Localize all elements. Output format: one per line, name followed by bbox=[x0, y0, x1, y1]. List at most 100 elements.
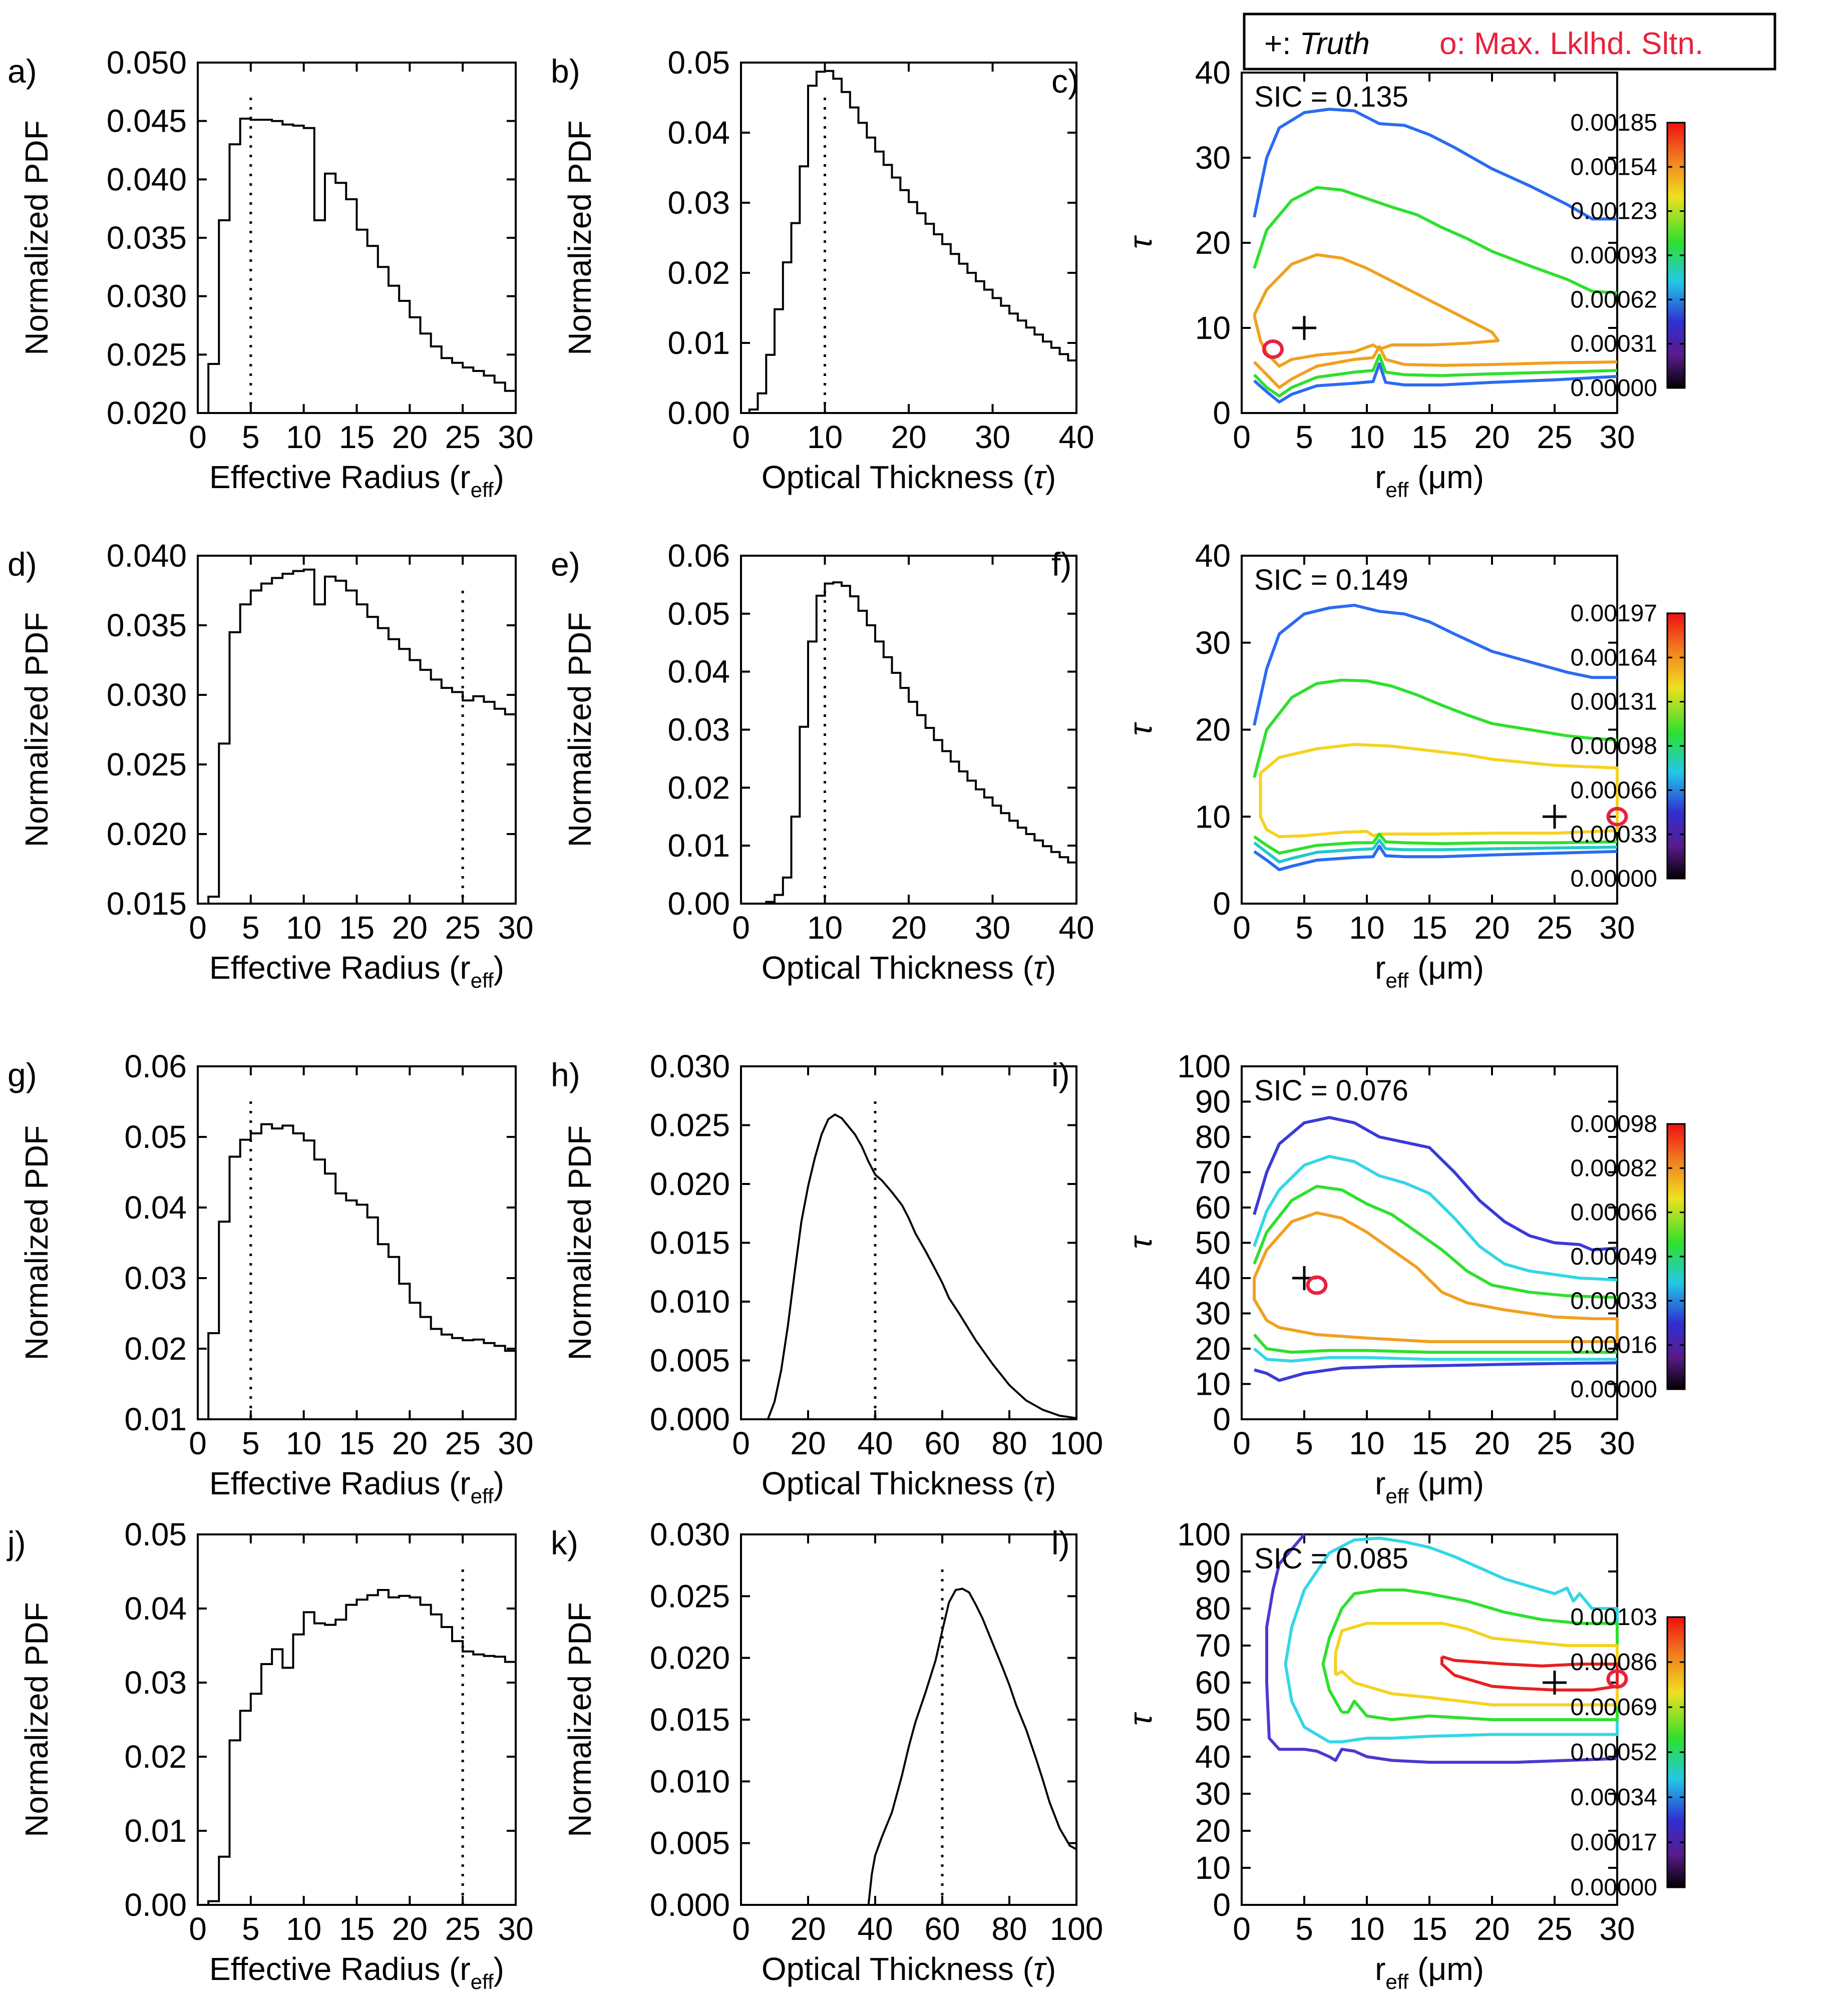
y-tick-label: 0.025 bbox=[107, 336, 187, 372]
x-tick-label: 15 bbox=[1411, 1911, 1447, 1947]
y-tick-label: 0.045 bbox=[107, 103, 187, 139]
y-tick-label: 0.05 bbox=[124, 1516, 187, 1552]
x-tick-label: 20 bbox=[1474, 910, 1510, 946]
y-tick-label: 60 bbox=[1195, 1189, 1231, 1226]
y-tick-label: 10 bbox=[1195, 798, 1231, 835]
pdf-line-b bbox=[748, 70, 1076, 413]
y-axis-label-d: Normalized PDF bbox=[19, 612, 55, 847]
contour-line-6 bbox=[1253, 845, 1618, 872]
x-tick-label: 5 bbox=[242, 1911, 260, 1947]
x-tick-label: 25 bbox=[445, 419, 481, 455]
y-tick-label: 10 bbox=[1195, 310, 1231, 346]
y-tick-label: 30 bbox=[1195, 625, 1231, 661]
x-tick-label: 20 bbox=[790, 1425, 826, 1461]
x-tick-label: 0 bbox=[732, 419, 750, 455]
x-tick-label: 100 bbox=[1050, 1911, 1103, 1947]
y-tick-label: 70 bbox=[1195, 1628, 1231, 1664]
panel-l: l)0 5 10 15 20 25 300102030405060708090100SIC … bbox=[1051, 1516, 1686, 1993]
x-tick-label: 15 bbox=[1411, 910, 1447, 946]
pdf-line-g bbox=[207, 1123, 516, 1419]
y-tick-label: 0.00 bbox=[667, 886, 730, 922]
x-axis-label-e: Optical Thickness (τ) bbox=[762, 950, 1056, 986]
y-axis-label-e: Normalized PDF bbox=[562, 612, 598, 847]
x-tick-label: 80 bbox=[991, 1425, 1027, 1461]
y-tick-label: 0.03 bbox=[667, 712, 730, 748]
y-tick-label: 0.04 bbox=[667, 654, 730, 690]
contour-line-1 bbox=[1253, 604, 1617, 726]
pdf-line-d bbox=[207, 568, 516, 904]
x-axis-label-g: Effective Radius (reff) bbox=[209, 1465, 504, 1508]
y-tick-label: 0.06 bbox=[667, 538, 730, 574]
y-tick-label: 40 bbox=[1195, 538, 1231, 574]
y-tick-label: 0.030 bbox=[650, 1048, 730, 1084]
y-tick-label: 100 bbox=[1177, 1048, 1231, 1084]
y-tick-label: 0.000 bbox=[650, 1887, 730, 1923]
max-likelihood-marker bbox=[1262, 339, 1284, 359]
x-tick-label: 5 bbox=[1295, 1911, 1313, 1947]
panel-label-k: k) bbox=[551, 1524, 578, 1561]
x-tick-label: 15 bbox=[339, 1911, 375, 1947]
x-axis-label-i: reff (μm) bbox=[1375, 1465, 1484, 1508]
y-axis-label-j: Normalized PDF bbox=[19, 1602, 55, 1837]
y-tick-label: 20 bbox=[1195, 1331, 1231, 1367]
plot-frame-d bbox=[197, 555, 517, 905]
x-tick-label: 60 bbox=[924, 1911, 960, 1947]
x-tick-label: 30 bbox=[498, 910, 533, 946]
pdf-line-h bbox=[767, 1113, 1077, 1420]
colorbar-label: 0.00000 bbox=[1570, 1376, 1657, 1403]
y-tick-label: 0.00 bbox=[667, 395, 730, 431]
x-tick-label: 20 bbox=[1474, 419, 1510, 455]
y-tick-label: 20 bbox=[1195, 1813, 1231, 1849]
x-tick-label: 5 bbox=[242, 910, 260, 946]
y-axis-label-c: τ bbox=[1123, 235, 1159, 249]
plot-frame-f bbox=[1241, 555, 1618, 905]
panel-label-j: j) bbox=[7, 1524, 26, 1561]
colorbar-label: 0.00197 bbox=[1570, 600, 1657, 627]
y-axis-label-b: Normalized PDF bbox=[562, 120, 598, 355]
y-tick-label: 0.020 bbox=[650, 1640, 730, 1676]
pdf-line-a bbox=[207, 118, 516, 413]
colorbar-label: 0.00154 bbox=[1570, 154, 1657, 180]
contour-line-2 bbox=[1253, 678, 1618, 778]
x-tick-label: 30 bbox=[1599, 419, 1635, 455]
contour-line-5 bbox=[1440, 1655, 1619, 1692]
x-tick-label: 25 bbox=[445, 1911, 481, 1947]
colorbar-label: 0.00016 bbox=[1570, 1332, 1657, 1359]
colorbar-label: 0.00033 bbox=[1570, 1288, 1657, 1314]
y-tick-label: 0.015 bbox=[650, 1702, 730, 1738]
panel-label-d: d) bbox=[8, 546, 37, 583]
y-tick-label: 0.025 bbox=[650, 1578, 730, 1614]
y-tick-label: 0.05 bbox=[667, 596, 730, 632]
panel-f: f) 0 5 10 15 20 25 30 0 10 20 30 40 SIC = 0.149 τ reff … bbox=[1051, 538, 1686, 992]
y-tick-label: 0.00 bbox=[124, 1887, 187, 1923]
x-axis-label-d: Effective Radius (reff) bbox=[209, 950, 504, 992]
x-tick-label: 15 bbox=[339, 419, 375, 455]
y-tick-label: 40 bbox=[1195, 1260, 1231, 1296]
x-tick-label: 25 bbox=[1537, 910, 1572, 946]
x-tick-label: 0 bbox=[732, 910, 750, 946]
panel-k: k) 0 20 40 60 80 100 0.000 0.005 0.010 0.015 0.020 0… bbox=[551, 1516, 1103, 1987]
colorbar-label: 0.00082 bbox=[1570, 1155, 1657, 1181]
y-tick-label: 0 bbox=[1213, 395, 1231, 431]
x-tick-label: 0 bbox=[189, 1911, 207, 1947]
contour-line-7 bbox=[1254, 1361, 1618, 1382]
pdf-line-e bbox=[765, 581, 1076, 904]
plot-frame-g bbox=[197, 1065, 517, 1420]
x-tick-label: 10 bbox=[286, 419, 321, 455]
y-tick-label: 10 bbox=[1195, 1850, 1231, 1886]
x-tick-label: 20 bbox=[392, 1425, 428, 1461]
y-tick-label: 0.02 bbox=[667, 255, 730, 291]
contour-line-4 bbox=[1253, 345, 1618, 389]
x-tick-label: 10 bbox=[807, 910, 843, 946]
y-tick-label: 0.040 bbox=[107, 161, 187, 197]
colorbar-label: 0.00062 bbox=[1570, 286, 1657, 313]
x-tick-label: 30 bbox=[498, 419, 533, 455]
x-tick-label: 0 bbox=[189, 419, 207, 455]
panel-label-e: e) bbox=[551, 546, 580, 583]
y-tick-label: 30 bbox=[1195, 140, 1231, 176]
colorbar-label: 0.00069 bbox=[1570, 1694, 1657, 1721]
y-tick-label: 0.035 bbox=[107, 607, 187, 643]
legend-max-entry: o: Max. Lklhd. Sltn. bbox=[1439, 27, 1703, 61]
sic-label-i: SIC = 0.076 bbox=[1254, 1074, 1408, 1107]
y-tick-label: 90 bbox=[1195, 1084, 1231, 1120]
